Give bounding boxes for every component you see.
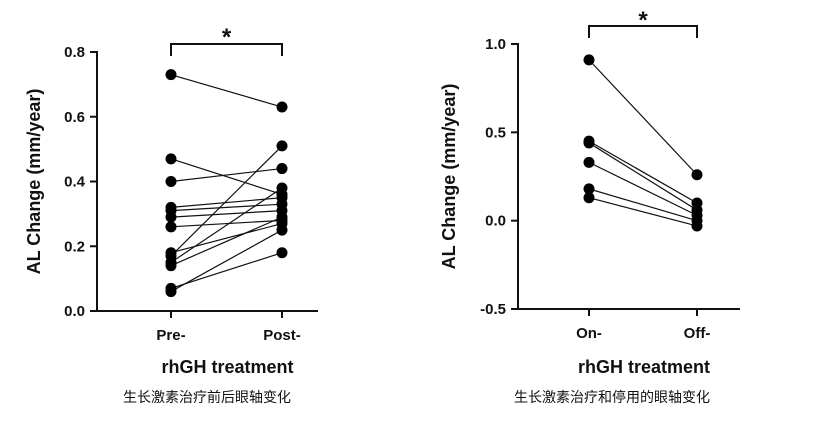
- x-tick-label: On-: [576, 325, 602, 342]
- point-before: [583, 183, 595, 195]
- y-tick-label: 0.0: [64, 303, 85, 320]
- point-after: [276, 182, 288, 194]
- x-axis-ticks: Pre- Post-: [156, 311, 301, 344]
- significance-star: *: [638, 7, 648, 34]
- pair-line: [588, 188, 698, 222]
- y-tick-label: 0.6: [64, 109, 85, 126]
- pair-line: [170, 229, 283, 293]
- pair-line: [170, 223, 283, 254]
- y-tick-label: 0.2: [64, 238, 85, 255]
- data-points: [583, 54, 703, 232]
- pair-line: [170, 252, 283, 289]
- pair-line: [588, 142, 698, 211]
- point-after: [276, 101, 288, 113]
- pair-line: [170, 74, 283, 108]
- chart-pre-post: 0.0 0.2 0.4 0.6 0.8 Pre- Post- * AL Change (m…: [24, 24, 318, 406]
- y-tick-label: 0.5: [485, 124, 506, 141]
- significance-star: *: [222, 24, 232, 51]
- point-after: [276, 163, 288, 175]
- pair-line: [170, 197, 283, 208]
- paired-lines: [170, 74, 283, 293]
- significance-bracket: [170, 43, 283, 56]
- point-before: [583, 54, 595, 66]
- y-axis-ticks: 0.0 0.2 0.4 0.6 0.8: [64, 44, 97, 320]
- significance-bracket: [588, 25, 698, 38]
- pair-line: [588, 59, 698, 176]
- pair-line: [170, 158, 283, 196]
- y-axis-ticks: -0.5 0.0 0.5 1.0: [480, 36, 518, 318]
- y-tick-label: 0.4: [64, 174, 86, 191]
- point-before: [165, 153, 177, 165]
- paired-lines: [588, 59, 698, 227]
- x-axis-ticks: On- Off-: [576, 309, 710, 342]
- point-before: [583, 156, 595, 168]
- point-after: [691, 220, 703, 232]
- pair-line: [588, 140, 698, 204]
- pair-line: [170, 210, 283, 218]
- x-axis-label: rhGH treatment: [161, 357, 293, 377]
- data-points: [165, 69, 288, 298]
- point-after: [276, 140, 288, 152]
- y-tick-label: 1.0: [485, 36, 506, 53]
- x-axis-label: rhGH treatment: [578, 357, 710, 377]
- pair-line: [170, 203, 283, 212]
- x-tick-label: Pre-: [156, 327, 185, 344]
- point-before: [165, 221, 177, 233]
- chart-on-off: -0.5 0.0 0.5 1.0 On- Off- * AL Change (mm/ye…: [439, 7, 740, 406]
- pair-line: [170, 216, 283, 267]
- pair-line: [588, 161, 698, 216]
- x-tick-label: Off-: [684, 325, 711, 342]
- point-after: [276, 211, 288, 223]
- point-before: [165, 69, 177, 81]
- y-tick-label: 0.8: [64, 44, 85, 61]
- point-before: [583, 137, 595, 149]
- pair-line: [170, 167, 283, 183]
- point-before: [165, 260, 177, 272]
- y-tick-label: -0.5: [480, 301, 506, 318]
- y-tick-label: 0.0: [485, 213, 506, 230]
- point-before: [165, 286, 177, 298]
- x-tick-label: Post-: [263, 327, 301, 344]
- point-before: [165, 211, 177, 223]
- pair-line: [170, 219, 283, 228]
- caption: 生长激素治疗前后眼轴变化: [123, 389, 291, 406]
- point-after: [276, 224, 288, 236]
- caption: 生长激素治疗和停用的眼轴变化: [514, 389, 710, 406]
- point-before: [165, 176, 177, 187]
- point-before: [583, 192, 595, 204]
- y-axis-label: AL Change (mm/year): [439, 84, 459, 270]
- pair-line: [588, 197, 698, 227]
- y-axis-label: AL Change (mm/year): [24, 89, 44, 275]
- point-after: [691, 169, 703, 181]
- pair-line: [170, 145, 283, 257]
- point-after: [276, 247, 288, 259]
- pair-line: [170, 187, 283, 263]
